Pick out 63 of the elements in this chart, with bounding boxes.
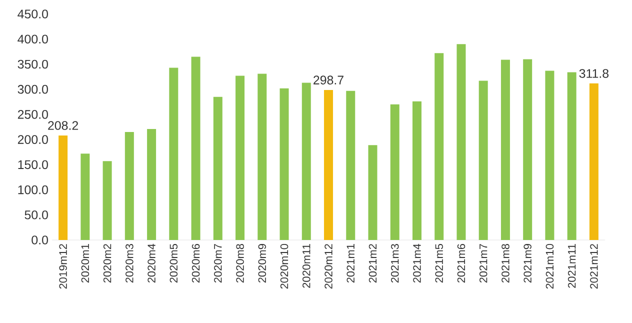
bar xyxy=(324,90,334,240)
bar xyxy=(545,70,554,240)
x-tick-label: 2021m1 xyxy=(346,244,355,283)
x-tick-label: 2020m5 xyxy=(170,244,178,283)
x-tick-label: 2020m4 xyxy=(148,244,156,283)
bar xyxy=(102,161,112,240)
y-tick-label: 150.0 xyxy=(18,160,48,170)
data-label: 311.8 xyxy=(579,69,609,78)
x-tick-label: 2021m8 xyxy=(502,244,510,283)
bar xyxy=(589,83,598,240)
x-tick-label: 2020m7 xyxy=(214,244,222,283)
x-tick-label: 2020m10 xyxy=(280,244,288,289)
x-tick-label: 2021m6 xyxy=(457,244,466,283)
bar xyxy=(169,68,178,240)
y-tick-label: 0.0 xyxy=(32,236,48,244)
y-tick-label: 250.0 xyxy=(18,110,48,119)
x-tick-label: 2019m12 xyxy=(59,244,67,289)
bar xyxy=(236,76,245,240)
x-tick-label: 2021m7 xyxy=(479,244,488,283)
y-tick-label: 400.0 xyxy=(18,34,48,44)
bar xyxy=(258,74,267,240)
x-tick-label: 2020m9 xyxy=(258,244,266,283)
x-tick-label: 2021m5 xyxy=(435,244,443,283)
x-tick-label: 2021m11 xyxy=(568,244,576,288)
x-tick-label: 2020m8 xyxy=(236,244,244,283)
y-tick-label: 200.0 xyxy=(18,135,48,144)
x-tick-label: 2020m11 xyxy=(302,244,310,288)
data-label: 298.7 xyxy=(314,76,344,84)
bar xyxy=(280,88,289,240)
bar xyxy=(434,53,444,240)
bar xyxy=(80,154,90,240)
bar xyxy=(124,132,134,240)
bar xyxy=(346,90,356,240)
x-tick-label: 2020m2 xyxy=(103,244,112,283)
bar xyxy=(500,60,510,240)
bar xyxy=(368,145,378,240)
bar xyxy=(213,96,222,240)
x-tick-label: 2021m3 xyxy=(390,244,399,283)
x-tick-label: 2021m12 xyxy=(590,244,598,289)
x-tick-label: 2021m2 xyxy=(368,244,377,283)
y-tick-label: 450.0 xyxy=(18,10,48,18)
bar xyxy=(302,82,311,240)
bar xyxy=(390,104,400,240)
x-tick-label: 2020m1 xyxy=(81,244,90,283)
x-tick-label: 2021m10 xyxy=(546,244,554,289)
bar xyxy=(147,129,156,240)
x-tick-label: 2021m9 xyxy=(524,244,532,283)
y-tick-label: 350.0 xyxy=(18,60,48,69)
bar xyxy=(58,135,68,240)
x-tick-label: 2021m4 xyxy=(413,244,421,283)
bar xyxy=(478,80,488,240)
bar xyxy=(456,44,466,240)
y-tick-label: 50.0 xyxy=(24,210,48,220)
x-tick-label: 2020m3 xyxy=(126,244,134,283)
bar xyxy=(567,72,576,240)
bar xyxy=(191,56,200,240)
y-tick-label: 100.0 xyxy=(18,185,48,194)
x-tick-label: 2020m12 xyxy=(324,244,332,289)
bar xyxy=(523,59,532,240)
bar xyxy=(412,101,422,240)
data-label: 208.2 xyxy=(48,121,78,130)
x-tick-label: 2020m6 xyxy=(192,244,200,283)
y-tick-label: 300.0 xyxy=(18,84,48,94)
